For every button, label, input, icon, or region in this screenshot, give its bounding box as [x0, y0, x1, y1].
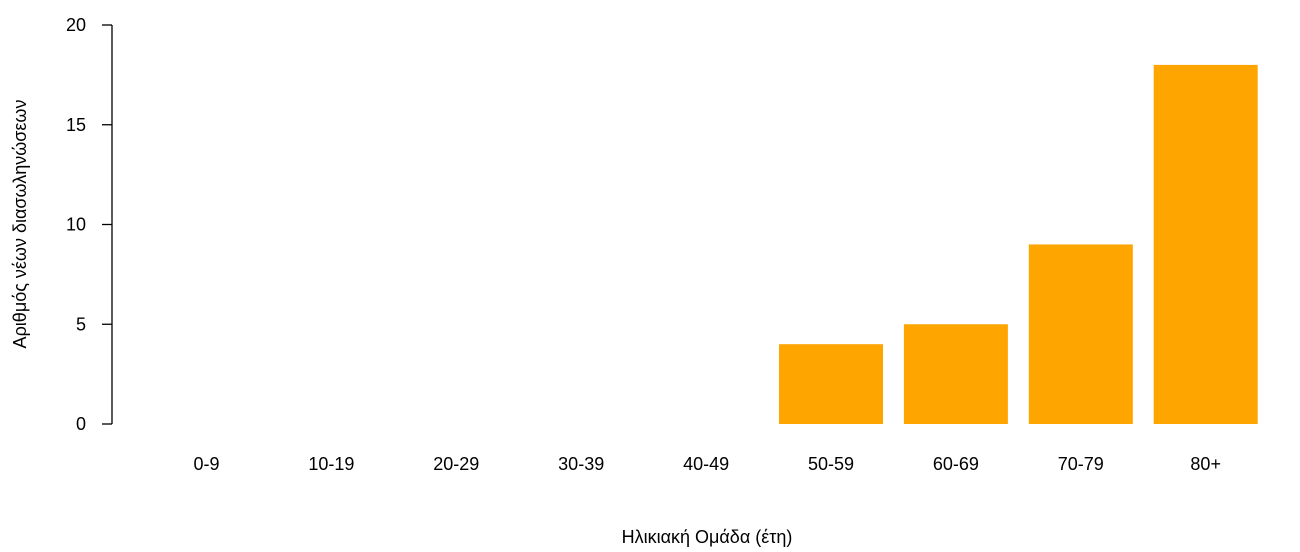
y-axis: 0 5 10 15 20	[66, 15, 113, 434]
x-tick-labels: 0-9 10-19 20-29 30-39 40-49 50-59 60-69 70-79 80…	[193, 454, 1220, 474]
x-tick-label-50-59: 50-59	[808, 454, 854, 474]
y-tick-label-0: 0	[76, 414, 86, 434]
y-tick-label-15: 15	[66, 115, 86, 135]
bar-80+	[1153, 64, 1258, 425]
y-tick-label-5: 5	[76, 314, 86, 334]
x-tick-label-70-79: 70-79	[1058, 454, 1104, 474]
x-tick-label-40-49: 40-49	[683, 454, 729, 474]
y-ticks: 0 5 10 15 20	[66, 15, 112, 434]
x-tick-label-60-69: 60-69	[933, 454, 979, 474]
y-axis-title: Αριθμός νέων διασωληνώσεων	[10, 100, 30, 349]
x-tick-label-10-19: 10-19	[308, 454, 354, 474]
bars	[779, 64, 1258, 425]
x-tick-label-20-29: 20-29	[433, 454, 479, 474]
x-tick-label-30-39: 30-39	[558, 454, 604, 474]
x-axis-title: Ηλικιακή Ομάδα (έτη)	[622, 527, 793, 547]
bar-60-69	[903, 324, 1008, 424]
y-tick-label-10: 10	[66, 215, 86, 235]
bar-50-59	[779, 344, 883, 424]
bar-70-79	[1028, 244, 1133, 424]
x-tick-label-0-9: 0-9	[193, 454, 219, 474]
y-tick-label-20: 20	[66, 15, 86, 35]
x-tick-label-80+: 80+	[1190, 454, 1221, 474]
